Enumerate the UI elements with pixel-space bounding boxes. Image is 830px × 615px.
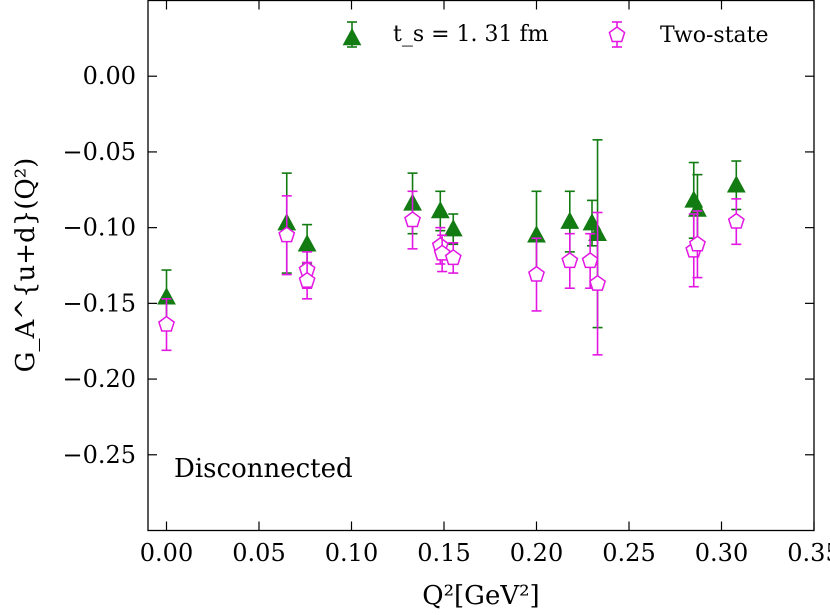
data-point-pentagon bbox=[298, 271, 316, 288]
data-point-triangle bbox=[430, 200, 450, 219]
data-point-pentagon bbox=[404, 211, 422, 228]
data-point-triangle bbox=[560, 211, 580, 229]
y-tick-label: −0.10 bbox=[62, 214, 136, 242]
series-1 bbox=[157, 139, 746, 329]
data-point-pentagon bbox=[589, 274, 607, 291]
data-point-triangle bbox=[582, 213, 602, 231]
y-tick-label: −0.15 bbox=[62, 289, 136, 317]
y-tick-label: −0.20 bbox=[62, 365, 136, 393]
annotation-disconnected: Disconnected bbox=[174, 454, 353, 484]
x-tick-label: 0.15 bbox=[417, 539, 470, 567]
x-tick-label: 0.30 bbox=[695, 539, 748, 567]
x-tick-label: 0.25 bbox=[602, 539, 655, 567]
data-point-pentagon bbox=[444, 249, 462, 266]
data-point-triangle bbox=[297, 234, 317, 252]
y-axis-label: G_A^{u+d}(Q²) bbox=[11, 158, 41, 373]
legend-marker-series-1 bbox=[342, 21, 362, 48]
data-point-pentagon bbox=[581, 252, 599, 269]
y-tick-label: −0.25 bbox=[62, 441, 136, 469]
legend-label-series-1: t_s = 1. 31 fm bbox=[393, 22, 549, 47]
x-tick-label: 0.00 bbox=[140, 539, 193, 567]
x-tick-label: 0.05 bbox=[232, 539, 285, 567]
data-point-pentagon bbox=[727, 212, 745, 229]
plot-frame bbox=[147, 0, 815, 532]
data-point-triangle bbox=[443, 219, 463, 237]
data-point-triangle bbox=[726, 175, 746, 193]
x-tick-label: 0.35 bbox=[787, 539, 830, 567]
y-tick-label: −0.05 bbox=[62, 138, 136, 166]
legend: t_s = 1. 31 fm Two-state bbox=[342, 21, 769, 48]
data-points bbox=[157, 139, 746, 356]
x-tick-label: 0.20 bbox=[510, 539, 563, 567]
data-point-pentagon bbox=[278, 226, 296, 243]
legend-label-series-2: Two-state bbox=[660, 23, 769, 48]
data-point-pentagon bbox=[561, 252, 579, 269]
x-tick-label: 0.10 bbox=[325, 539, 378, 567]
x-axis-label: Q²[GeV²] bbox=[422, 581, 539, 611]
data-point-pentagon bbox=[688, 235, 706, 252]
legend-pentagon-marker bbox=[608, 26, 626, 43]
data-point-pentagon bbox=[158, 315, 175, 332]
series-2 bbox=[158, 190, 745, 356]
y-tick-label: 0.00 bbox=[83, 62, 136, 90]
legend-marker-series-2 bbox=[608, 21, 626, 48]
legend-triangle-marker bbox=[342, 27, 362, 46]
data-point-pentagon bbox=[528, 265, 545, 282]
axis-ticks: 0.00 0.05 0.10 0.15 0.20 0.25 0.30 0.35 0.00 −0.0… bbox=[62, 0, 830, 567]
